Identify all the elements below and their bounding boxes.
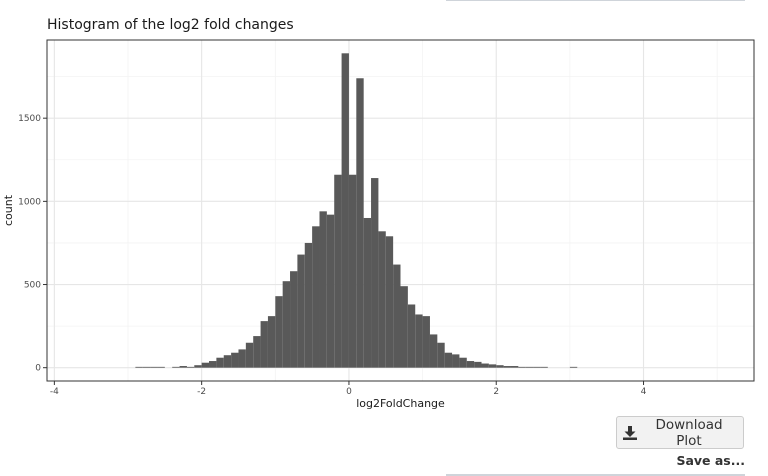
y-tick-label: 500 (24, 281, 41, 291)
histogram-bar (326, 214, 335, 368)
x-tick-label: 2 (493, 387, 499, 397)
histogram-bar (400, 286, 408, 368)
y-tick-label: 0 (35, 364, 41, 374)
histogram-bar (253, 336, 261, 368)
histogram-bar (334, 174, 342, 368)
histogram-bar (238, 349, 246, 368)
histogram-bar (496, 365, 504, 368)
histogram-bar (481, 363, 489, 368)
histogram-bar (172, 366, 180, 368)
histogram-bar (194, 365, 202, 368)
histogram-bar (510, 366, 519, 368)
x-tick-label: -2 (197, 387, 206, 397)
x-tick-label: 0 (346, 387, 352, 397)
histogram-bar (179, 366, 187, 368)
histogram-bar (216, 357, 224, 368)
histogram-bar (201, 362, 210, 368)
y-tick-label: 1500 (18, 114, 41, 124)
plot-title: Histogram of the log2 fold changes (47, 17, 294, 33)
histogram-bar (422, 316, 430, 368)
x-axis-title: log2FoldChange (356, 397, 445, 410)
histogram-bar (157, 366, 165, 368)
histogram-bar (282, 281, 291, 368)
y-tick-label: 1000 (18, 197, 41, 207)
histogram-bar (356, 78, 364, 368)
bottom-divider (446, 474, 745, 476)
histogram-bar (304, 242, 313, 368)
histogram-bar (135, 366, 143, 368)
save-as-link[interactable]: Save as... (676, 453, 745, 468)
histogram-bar (312, 226, 320, 368)
panel-border (46, 39, 755, 382)
histogram-bar (488, 364, 497, 368)
histogram-bar (569, 366, 578, 368)
x-tick-label: -4 (50, 387, 59, 397)
histogram-bar (378, 231, 386, 368)
histogram-bar (393, 264, 401, 368)
histogram-bar (444, 352, 453, 368)
histogram-bar (290, 271, 298, 368)
histogram-bar (297, 254, 305, 368)
download-icon (623, 425, 637, 440)
histogram-bar (452, 354, 460, 368)
histogram-bar (319, 211, 327, 368)
histogram-bar (474, 361, 482, 368)
histogram-bar (540, 366, 548, 368)
download-plot-label: Download Plot (655, 416, 723, 449)
histogram-bar (260, 321, 268, 368)
histogram-bar (371, 178, 379, 368)
histogram-bar (150, 366, 158, 368)
histogram-bar (267, 316, 276, 368)
histogram-bar (231, 352, 239, 368)
histogram-bar (363, 217, 372, 368)
histogram-bar (437, 342, 445, 368)
histogram-bar (525, 366, 534, 368)
histogram-bar (518, 366, 526, 368)
y-axis-title: count (2, 194, 15, 226)
histogram-bar (429, 334, 438, 368)
histogram-bar (209, 361, 217, 368)
histogram-bar (245, 342, 254, 368)
top-divider (446, 0, 745, 1)
histogram-chart: -4 -2 0 2 4 0 500 1000 1500 log2FoldChange count (2, 39, 755, 410)
x-tick-label: 4 (641, 387, 647, 397)
histogram-bar (275, 296, 283, 368)
download-plot-button[interactable]: Download Plot (616, 416, 744, 449)
histogram-bar (415, 314, 423, 368)
histogram-bar (142, 366, 151, 368)
histogram-bar (186, 366, 195, 368)
histogram-bar (348, 174, 357, 368)
histogram-bar (466, 361, 475, 368)
histogram-bar (341, 53, 349, 368)
histogram-bar (385, 236, 394, 368)
histogram-bar (407, 304, 416, 368)
histogram-bar (223, 355, 232, 368)
histogram-bar (459, 357, 467, 368)
histogram-bar (503, 366, 511, 368)
histogram-bar (533, 366, 541, 368)
